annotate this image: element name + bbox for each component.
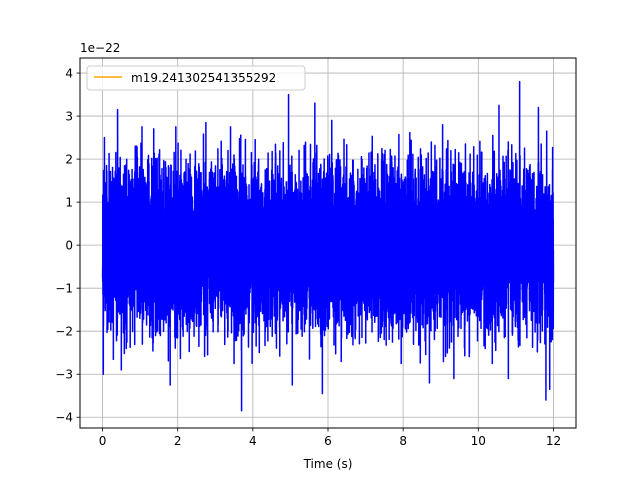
x-tick-label: 0	[99, 434, 107, 448]
x-tick-label: 6	[324, 434, 332, 448]
y-tick-label: −4	[55, 411, 73, 425]
x-tick-label: 8	[399, 434, 407, 448]
x-axis: 0 2 4 6 8 10 12	[99, 428, 561, 448]
x-tick-label: 2	[174, 434, 182, 448]
x-tick-label: 4	[249, 434, 257, 448]
series-line	[101, 80, 555, 412]
y-tick-label: −3	[55, 368, 73, 382]
legend: m19.241302541355292	[86, 65, 306, 91]
y-tick-label: 4	[65, 67, 73, 81]
legend-label: m19.241302541355292	[131, 71, 276, 85]
x-tick-label: 12	[546, 434, 561, 448]
y-offset-text: 1e−22	[80, 41, 120, 55]
x-axis-label: Time (s)	[303, 457, 353, 471]
y-axis: −4 −3 −2 −1 0 1 2 3 4	[55, 67, 80, 425]
y-tick-label: 1	[65, 196, 73, 210]
y-tick-label: −1	[55, 282, 73, 296]
series-group	[101, 80, 555, 412]
y-tick-label: −2	[55, 325, 73, 339]
y-tick-label: 0	[65, 239, 73, 253]
y-tick-label: 3	[65, 110, 73, 124]
x-tick-label: 10	[471, 434, 486, 448]
y-tick-label: 2	[65, 153, 73, 167]
legend-box	[86, 65, 306, 91]
